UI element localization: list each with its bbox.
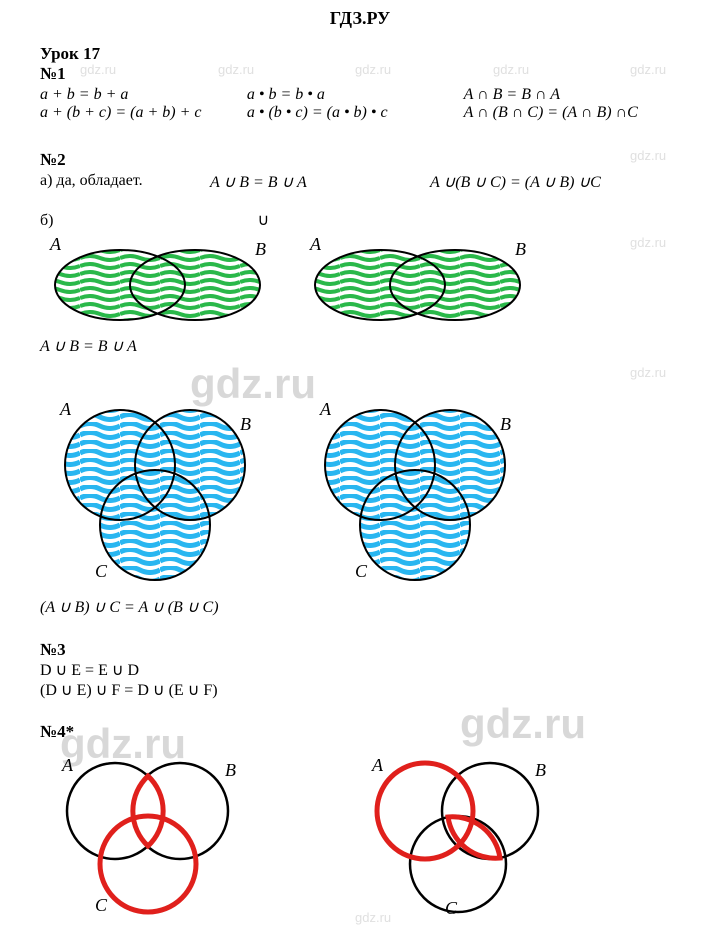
venn3-left: A B C bbox=[40, 395, 270, 585]
svg-text:C: C bbox=[445, 898, 458, 916]
task2-b-prefix: б) bbox=[40, 212, 53, 229]
task1-c2a: a • b = b • a bbox=[247, 86, 464, 104]
task1-c1a: a + b = b + a bbox=[40, 86, 247, 104]
svg-text:A: A bbox=[61, 755, 74, 775]
task1-c3a: A ∩ B = B ∩ A bbox=[464, 86, 700, 104]
svg-text:B: B bbox=[515, 239, 526, 259]
watermark-small: gdz.ru bbox=[630, 365, 666, 380]
task2-b-sym: ∪ bbox=[257, 212, 269, 229]
task3-line1: D ∪ E = E ∪ D bbox=[40, 660, 700, 680]
venn-label-a: A bbox=[49, 234, 62, 254]
venn3-right: A B C bbox=[300, 395, 530, 585]
svg-text:B: B bbox=[535, 760, 546, 780]
svg-text:A: A bbox=[371, 755, 384, 775]
svg-text:A: A bbox=[59, 399, 72, 419]
svg-text:A: A bbox=[309, 234, 322, 254]
svg-text:B: B bbox=[240, 414, 251, 434]
venn4-right: A B C bbox=[350, 746, 570, 916]
task2-b-eq2: (A ∪ B) ∪ C = A ∪ (B ∪ C) bbox=[40, 597, 700, 617]
task1-label: №1 bbox=[40, 64, 700, 84]
svg-text:A: A bbox=[319, 399, 332, 419]
site-header: ГДЗ.РУ bbox=[0, 0, 720, 29]
task2-label: №2 bbox=[40, 150, 700, 170]
task1-c2b: a • (b • c) = (a • b) • c bbox=[247, 104, 464, 122]
svg-text:C: C bbox=[95, 561, 108, 581]
svg-text:C: C bbox=[355, 561, 368, 581]
svg-text:B: B bbox=[225, 760, 236, 780]
task1-c3b: A ∩ (B ∩ C) = (A ∩ B) ∩C bbox=[464, 104, 700, 122]
task3-label: №3 bbox=[40, 640, 700, 660]
venn4-left: A B C bbox=[40, 746, 260, 916]
task2-b-eq1: A ∪ B = B ∪ A bbox=[40, 336, 700, 356]
svg-text:B: B bbox=[500, 414, 511, 434]
task2-a-eq2: A ∪(B ∪ C) = (A ∪ B) ∪C bbox=[430, 172, 690, 192]
task3-line2: (D ∪ E) ∪ F = D ∪ (E ∪ F) bbox=[40, 680, 700, 700]
task2-a-eq1: A ∪ B = B ∪ A bbox=[210, 172, 430, 192]
venn2-left: A B bbox=[40, 230, 270, 330]
task4-label: №4* bbox=[40, 722, 700, 742]
lesson-title: Урок 17 bbox=[40, 44, 700, 64]
task2-a-prefix: а) да, обладает. bbox=[40, 172, 210, 192]
venn2-right: A B bbox=[300, 230, 530, 330]
venn-label-b: B bbox=[255, 239, 266, 259]
task1-c1b: a + (b + c) = (a + b) + c bbox=[40, 104, 247, 122]
svg-text:C: C bbox=[95, 895, 108, 915]
